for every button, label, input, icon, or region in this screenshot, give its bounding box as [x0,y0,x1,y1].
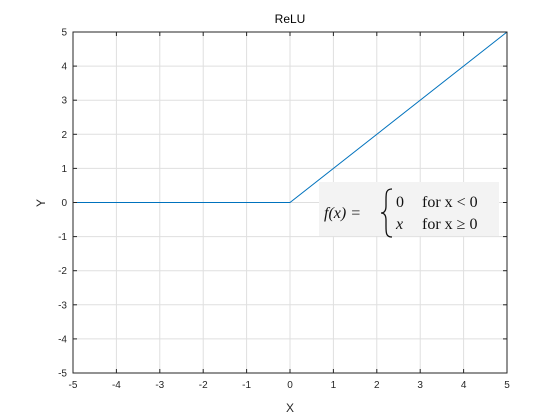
x-tick-label: 0 [287,380,293,391]
equation-case1-condition: for x < 0 [422,194,478,211]
tick-marks [72,31,508,374]
equation-lhs: f(x) = [324,205,361,222]
x-tick-label: 1 [331,380,337,391]
y-tick-label: 3 [61,96,67,107]
y-tick-label: 1 [61,164,67,175]
x-tick-label: 3 [417,380,423,391]
y-tick-label: -1 [58,232,67,243]
y-tick-label: 5 [61,28,67,39]
y-tick-label: 2 [61,130,67,141]
x-tick-label: 2 [374,380,380,391]
series-layer [73,31,508,203]
x-tick-label: -4 [112,380,121,391]
x-tick-label: -2 [199,380,208,391]
x-tick-label: -5 [69,380,78,391]
y-tick-label: -5 [58,369,67,380]
chart-title: ReLU [275,12,306,26]
x-axis-title: X [286,401,294,415]
y-tick-label: 0 [61,198,67,209]
x-tick-label: 5 [504,380,510,391]
x-tick-label: -1 [242,380,251,391]
y-tick-label: 4 [61,62,67,73]
x-tick-labels: -5 -4 -3 -2 -1 0 1 2 3 4 5 [69,380,511,391]
equation-brace [380,188,393,238]
equation-case1-value: 0 [396,194,404,211]
x-tick-label: -3 [155,380,164,391]
equation-background [319,182,499,236]
x-tick-label: 4 [461,380,467,391]
equation-annotation: f(x) = 0 for x < 0 x for x ≥ 0 [319,182,499,238]
equation-case2-condition: for x ≥ 0 [422,216,477,233]
y-tick-labels: -5 -4 -3 -2 -1 0 1 2 3 4 5 [58,28,67,380]
y-tick-label: -4 [58,334,67,345]
y-axis-title: Y [34,199,48,207]
y-tick-label: -2 [58,266,67,277]
equation-case2-value: x [395,216,403,233]
relu-series-line [73,31,508,203]
y-tick-label: -3 [58,300,67,311]
